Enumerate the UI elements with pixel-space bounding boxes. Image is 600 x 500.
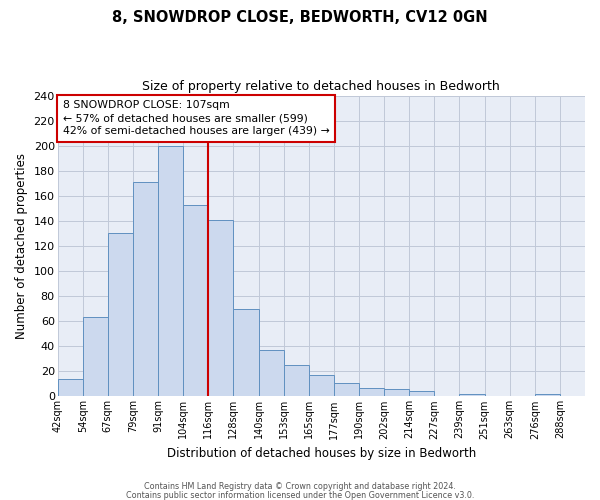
Bar <box>58 379 83 396</box>
Text: Contains public sector information licensed under the Open Government Licence v3: Contains public sector information licen… <box>126 490 474 500</box>
Bar <box>409 392 434 396</box>
Bar <box>183 204 208 396</box>
Bar <box>158 146 183 396</box>
Bar <box>334 382 359 396</box>
Bar <box>384 389 409 396</box>
Bar <box>259 350 284 397</box>
Bar <box>133 182 158 396</box>
Bar <box>535 394 560 396</box>
Bar <box>460 394 485 396</box>
X-axis label: Distribution of detached houses by size in Bedworth: Distribution of detached houses by size … <box>167 447 476 460</box>
Y-axis label: Number of detached properties: Number of detached properties <box>15 153 28 339</box>
Bar <box>309 375 334 396</box>
Text: 8 SNOWDROP CLOSE: 107sqm
← 57% of detached houses are smaller (599)
42% of semi-: 8 SNOWDROP CLOSE: 107sqm ← 57% of detach… <box>63 100 329 136</box>
Bar <box>233 308 259 396</box>
Bar <box>284 365 309 396</box>
Bar <box>208 220 233 396</box>
Text: Contains HM Land Registry data © Crown copyright and database right 2024.: Contains HM Land Registry data © Crown c… <box>144 482 456 491</box>
Bar <box>359 388 384 396</box>
Text: 8, SNOWDROP CLOSE, BEDWORTH, CV12 0GN: 8, SNOWDROP CLOSE, BEDWORTH, CV12 0GN <box>112 10 488 25</box>
Bar <box>108 234 133 396</box>
Bar <box>83 318 108 396</box>
Title: Size of property relative to detached houses in Bedworth: Size of property relative to detached ho… <box>142 80 500 93</box>
